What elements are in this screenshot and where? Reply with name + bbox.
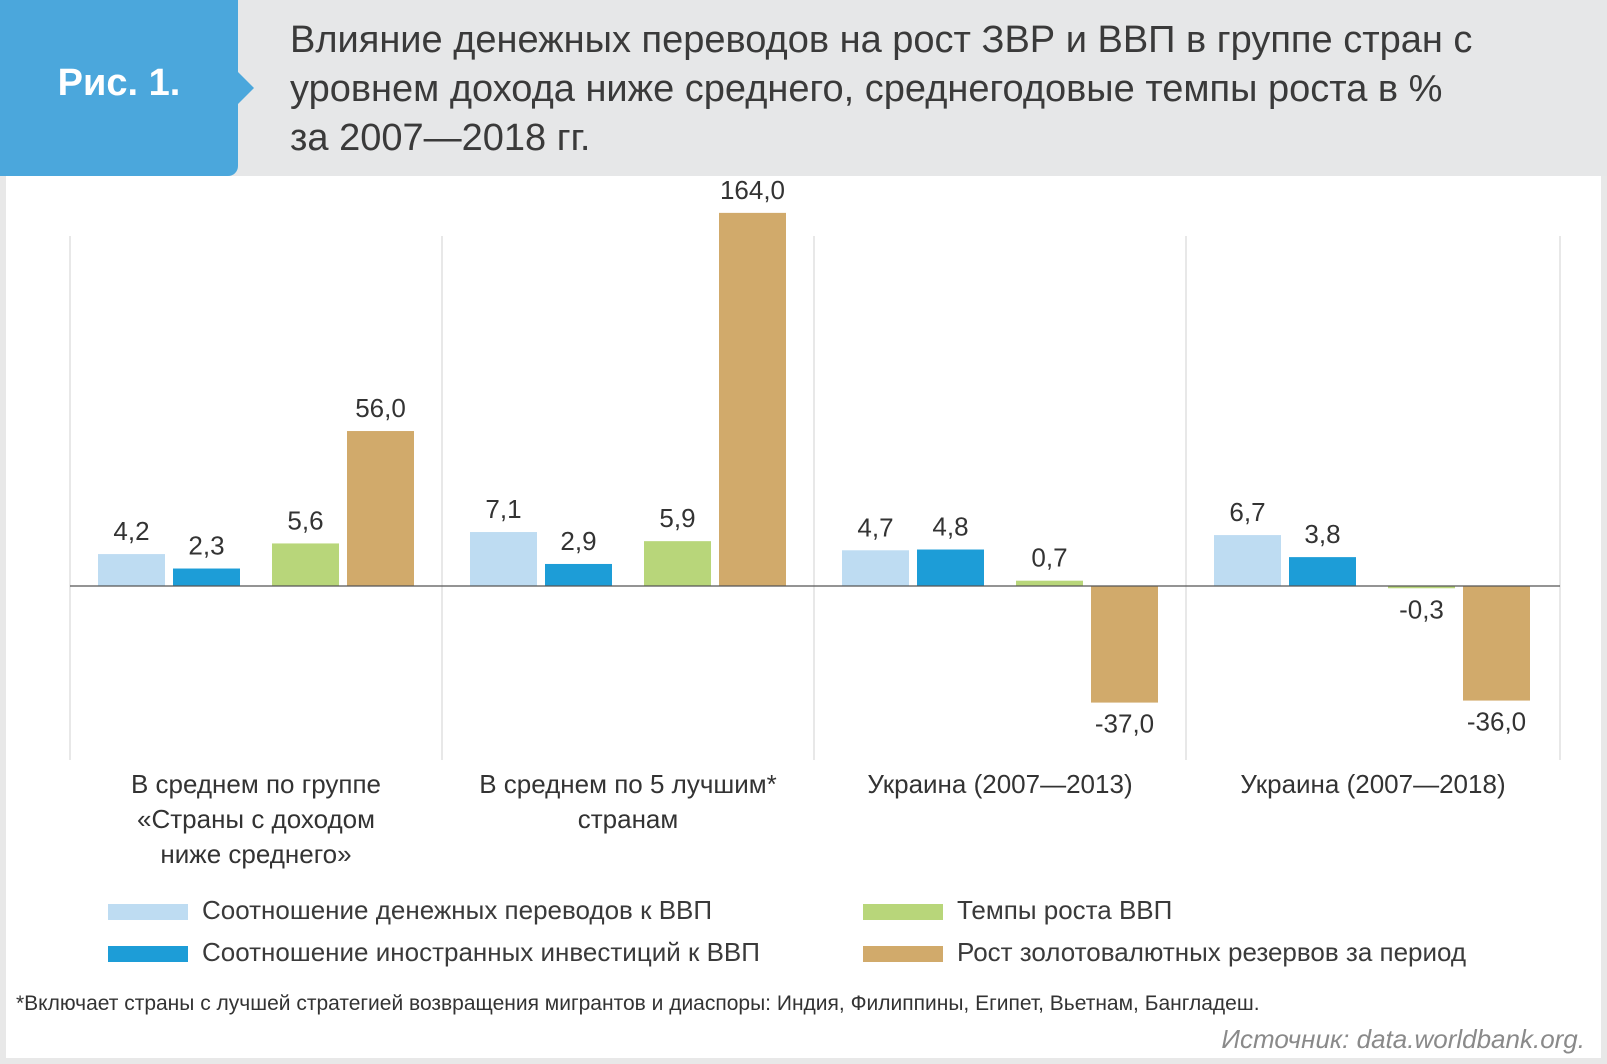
data-label: 7,1	[485, 494, 521, 524]
category-label: ниже среднего»	[160, 839, 351, 869]
legend-label: Темпы роста ВВП	[957, 895, 1173, 925]
figure-number: Рис. 1.	[57, 62, 181, 104]
data-label: -0,3	[1399, 594, 1444, 624]
data-label: 3,8	[1304, 519, 1340, 549]
data-label: 5,9	[659, 503, 695, 533]
legend-swatch	[108, 904, 188, 920]
legend-label: Соотношение иностранных инвестиций к ВВП	[202, 937, 760, 967]
data-label: 2,3	[188, 531, 224, 561]
header-band	[0, 0, 1607, 176]
category-label: В среднем по 5 лучшим*	[479, 769, 777, 799]
badge-pointer	[238, 72, 254, 104]
bar	[719, 212, 786, 586]
legend-label: Соотношение денежных переводов к ВВП	[202, 895, 713, 925]
bar	[173, 568, 240, 586]
legend-swatch	[108, 946, 188, 962]
bar-chart: 4,2 2,3 5,6 56,0 В среднем по группе «Страны …	[69, 175, 1561, 869]
bar	[98, 554, 165, 586]
footnote: *Включает страны с лучшей стратегией воз…	[16, 992, 1260, 1015]
legend-swatch	[863, 904, 943, 920]
title-line: уровнем дохода ниже среднего, среднегодо…	[290, 68, 1443, 110]
data-label: 5,6	[287, 505, 323, 535]
title-line: за 2007—2018 гг.	[290, 117, 591, 159]
data-label: -37,0	[1095, 709, 1154, 739]
title-line: Влияние денежных переводов на рост ЗВР и…	[290, 19, 1473, 61]
legend-swatch	[863, 946, 943, 962]
data-label: 4,2	[113, 516, 149, 546]
bar	[644, 541, 711, 586]
data-label: 4,7	[857, 512, 893, 542]
chart-panel	[6, 176, 1601, 1058]
data-label: 0,7	[1031, 543, 1067, 573]
data-label: 164,0	[720, 175, 785, 205]
bar	[1289, 557, 1356, 586]
bar	[272, 543, 339, 586]
category-label: «Страны с доходом	[137, 804, 375, 834]
figure-badge: Рис. 1.	[0, 0, 238, 176]
data-label: 6,7	[1229, 497, 1265, 527]
bar	[347, 431, 414, 586]
bar	[1463, 586, 1530, 701]
chart-title: Влияние денежных переводов на рост ЗВР и…	[290, 16, 1570, 163]
bar	[470, 532, 537, 586]
bar	[1091, 586, 1158, 703]
data-label: 4,8	[932, 512, 968, 542]
source-note: Источник: data.worldbank.org.	[1221, 1024, 1585, 1054]
data-label: 56,0	[355, 393, 406, 423]
bar	[917, 549, 984, 586]
category-label: Украина (2007—2018)	[1240, 769, 1505, 799]
bar	[1388, 586, 1455, 589]
category-label: Украина (2007—2013)	[867, 769, 1132, 799]
data-label: 2,9	[560, 526, 596, 556]
category-label: странам	[578, 804, 679, 834]
bar	[1016, 580, 1083, 586]
bar	[842, 550, 909, 586]
category-label: В среднем по группе	[131, 769, 381, 799]
bar	[545, 563, 612, 586]
legend-label: Рост золотовалютных резервов за период	[957, 937, 1467, 967]
data-label: -36,0	[1467, 707, 1526, 737]
bar	[1214, 535, 1281, 586]
